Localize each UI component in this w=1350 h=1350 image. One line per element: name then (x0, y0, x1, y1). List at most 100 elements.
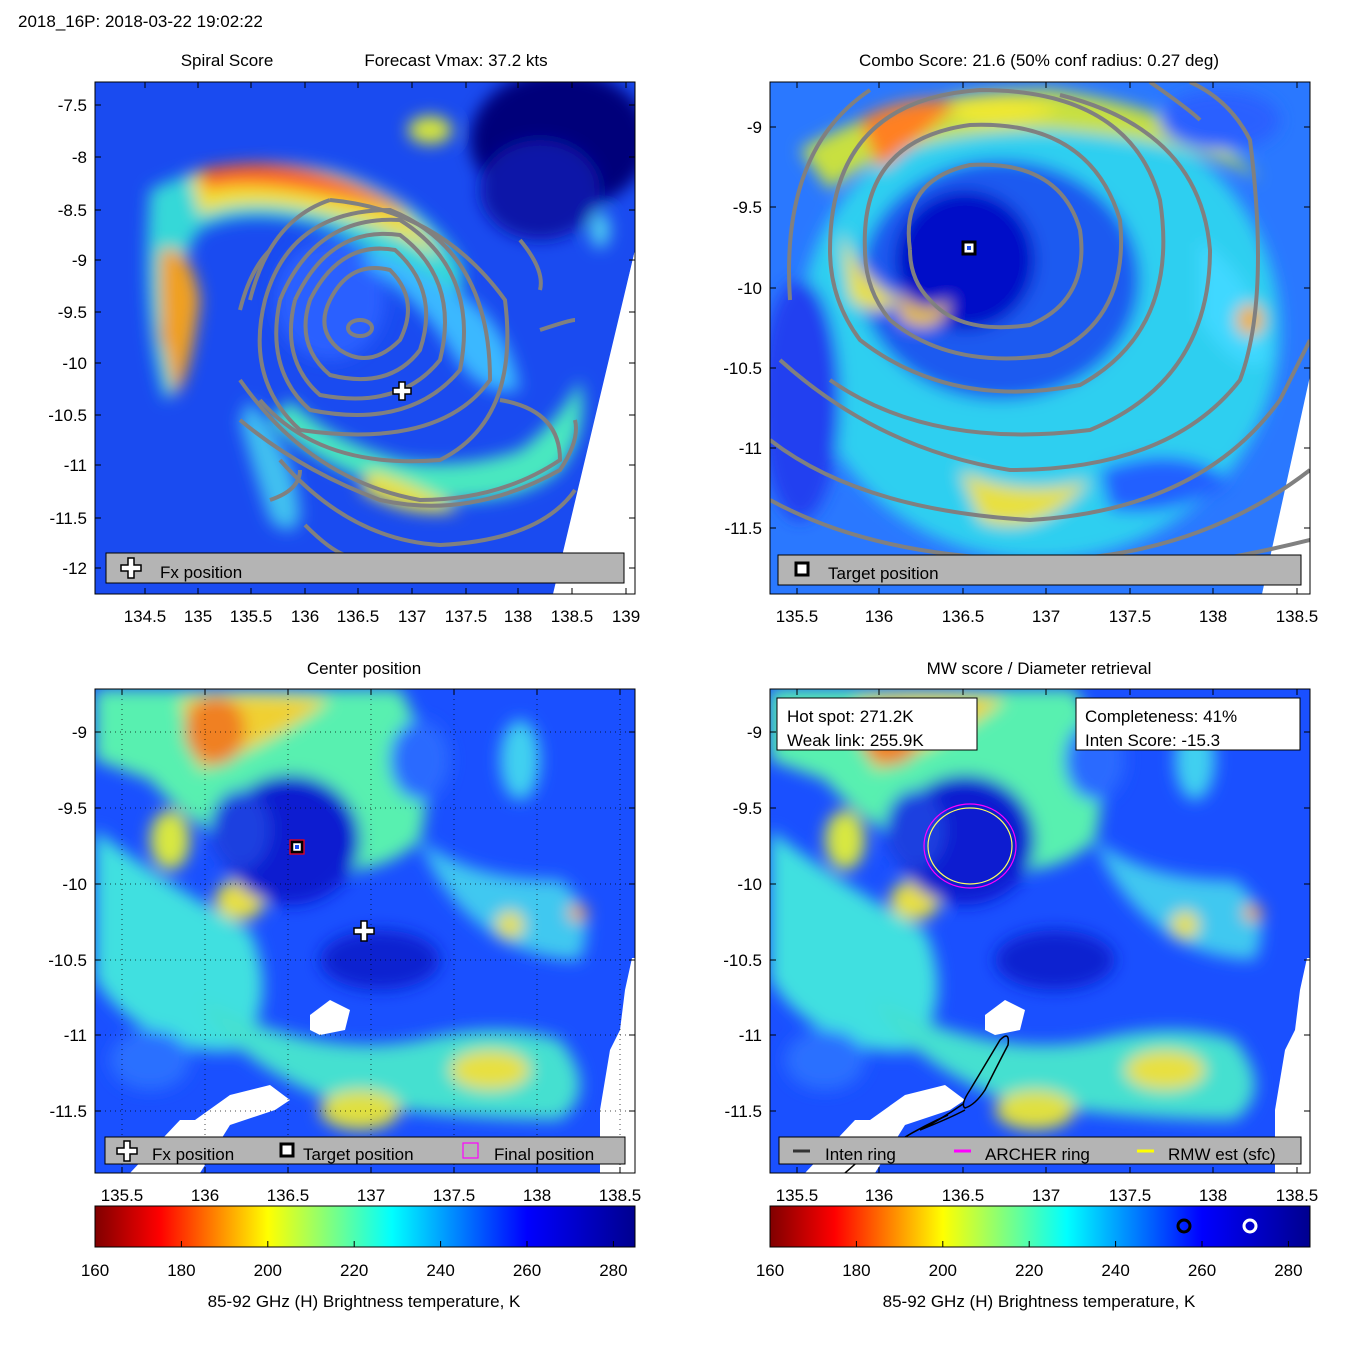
x-tick-label: 138 (1199, 607, 1227, 626)
x-tick-label: 135.5 (230, 607, 273, 626)
spiral-legend-fx: Fx position (160, 563, 242, 582)
rmw-ring (927, 807, 1013, 885)
colorbar-tick-label: 160 (756, 1261, 784, 1280)
colorbar-tick-label: 200 (254, 1261, 282, 1280)
y-tick-label: -12 (62, 559, 87, 578)
y-tick-label: -9.5 (58, 799, 87, 818)
x-tick-label: 136.5 (942, 1186, 985, 1205)
x-tick-label: 135.5 (101, 1186, 144, 1205)
center-axes: 135.5 136 136.5 137 137.5 138 138.5 -9 -9.5 -10 -1… (48, 689, 641, 1205)
y-tick-label: -9.5 (733, 799, 762, 818)
mw-box-left: Hot spot: 271.2K Weak link: 255.9K (776, 697, 978, 751)
spiral-title: Spiral Score (181, 51, 274, 70)
y-tick-label: -10.5 (723, 359, 762, 378)
y-tick-label: -11 (739, 439, 762, 458)
header-title: 2018_16P: 2018-03-22 19:02:22 (18, 12, 263, 31)
center-title: Center position (307, 659, 421, 678)
x-tick-label: 136 (191, 1186, 219, 1205)
x-tick-label: 135.5 (776, 607, 819, 626)
mw-title: MW score / Diameter retrieval (927, 659, 1152, 678)
y-tick-label: -10.5 (48, 406, 87, 425)
center-frame (94, 688, 636, 1174)
colorbar-tick-label: 240 (1101, 1261, 1129, 1280)
x-tick-label: 138 (504, 607, 532, 626)
combo-legend-target: Target position (828, 564, 939, 583)
combo-title: Combo Score: 21.6 (50% conf radius: 0.27… (859, 51, 1219, 70)
center-legend-target: Target position (303, 1145, 414, 1164)
weak-link-marker (1176, 1218, 1192, 1234)
center-legend-fx: Fx position (152, 1145, 234, 1164)
mw-rings (923, 803, 1017, 889)
y-tick-label: -10.5 (723, 951, 762, 970)
combo-target-marker (961, 240, 977, 256)
inten-score-text: Inten Score: -15.3 (1085, 731, 1220, 750)
center-target-marker (289, 839, 305, 855)
x-tick-label: 138.5 (1276, 607, 1319, 626)
spiral-frame (94, 81, 636, 595)
y-tick-label: -10.5 (48, 951, 87, 970)
colorbar-tick-label: 260 (1188, 1261, 1216, 1280)
mw-score-panel: MW score / Diameter retrieval (723, 659, 1318, 1205)
y-tick-label: -8.5 (58, 201, 87, 220)
x-tick-label: 137.5 (445, 607, 488, 626)
y-tick-label: -9 (72, 251, 87, 270)
mw-box-right: Completeness: 41% Inten Score: -15.3 (1075, 697, 1301, 751)
colorbar-right-label: 85-92 GHz (H) Brightness temperature, K (883, 1292, 1196, 1311)
x-tick-label: 138.5 (599, 1186, 642, 1205)
colorbar-tick-label: 160 (81, 1261, 109, 1280)
y-tick-label: -11.5 (50, 1102, 88, 1121)
y-tick-label: -10 (737, 875, 762, 894)
mw-axes: 135.5 136 136.5 137 137.5 138 138.5 -9 -9.5 -10 -1… (723, 689, 1318, 1205)
x-tick-label: 136 (291, 607, 319, 626)
x-tick-label: 138.5 (1276, 1186, 1319, 1205)
x-tick-label: 134.5 (124, 607, 167, 626)
colorbar-tick-label: 200 (929, 1261, 957, 1280)
y-tick-label: -10 (62, 354, 87, 373)
colorbar-tick-label: 180 (167, 1261, 195, 1280)
mw-legend-inten: Inten ring (825, 1145, 896, 1164)
colorbar-tick-label: 220 (340, 1261, 368, 1280)
y-tick-label: -9.5 (733, 198, 762, 217)
spiral-legend: Fx position (105, 552, 625, 584)
combo-heatmap: Target position (770, 82, 1310, 594)
mw-frame (769, 688, 1311, 1174)
mw-heatmap: Hot spot: 271.2K Weak link: 255.9K Compl… (770, 689, 1310, 1173)
mw-legend: Inten ring ARCHER ring RMW est (sfc) (778, 1136, 1302, 1165)
y-tick-label: -11 (64, 1026, 87, 1045)
colorbar-right: 160 180 200 220 240 260 280 85-92 GHz (H) Brig… (756, 1205, 1311, 1311)
colorbar-tick-label: 220 (1015, 1261, 1043, 1280)
x-tick-label: 138 (1199, 1186, 1227, 1205)
colorbar-left-label: 85-92 GHz (H) Brightness temperature, K (208, 1292, 521, 1311)
colorbar-tick-label: 180 (842, 1261, 870, 1280)
weak-link-text: Weak link: 255.9K (787, 731, 924, 750)
combo-frame (769, 81, 1311, 595)
spiral-heatmap: Fx position (95, 82, 635, 594)
y-tick-label: -10 (62, 875, 87, 894)
colorbar-tick-label: 280 (1274, 1261, 1302, 1280)
spiral-fx-marker (392, 381, 412, 401)
colorbar-tick-label: 280 (599, 1261, 627, 1280)
x-tick-label: 135 (184, 607, 212, 626)
y-tick-label: -9 (747, 118, 762, 137)
combo-legend: Target position (777, 554, 1302, 586)
y-tick-label: -11 (64, 456, 87, 475)
center-fx-marker (353, 920, 375, 942)
hot-spot-marker (1242, 1218, 1258, 1234)
x-tick-label: 136.5 (267, 1186, 310, 1205)
archer-ring (923, 803, 1017, 889)
y-tick-label: -11.5 (50, 509, 88, 528)
center-heatmap: Fx position Target position Final positi… (95, 689, 635, 1173)
x-tick-label: 137 (1032, 607, 1060, 626)
mw-legend-rmw: RMW est (sfc) (1168, 1145, 1276, 1164)
x-tick-label: 138.5 (551, 607, 594, 626)
center-legend-final: Final position (494, 1145, 594, 1164)
y-tick-label: -11.5 (725, 519, 763, 538)
y-tick-label: -9.5 (58, 303, 87, 322)
y-tick-label: -9 (747, 723, 762, 742)
x-tick-label: 137 (357, 1186, 385, 1205)
x-tick-label: 139 (612, 607, 640, 626)
y-tick-label: -11 (739, 1026, 762, 1045)
completeness-text: Completeness: 41% (1085, 707, 1237, 726)
x-tick-label: 135.5 (776, 1186, 819, 1205)
mw-legend-archer: ARCHER ring (985, 1145, 1090, 1164)
